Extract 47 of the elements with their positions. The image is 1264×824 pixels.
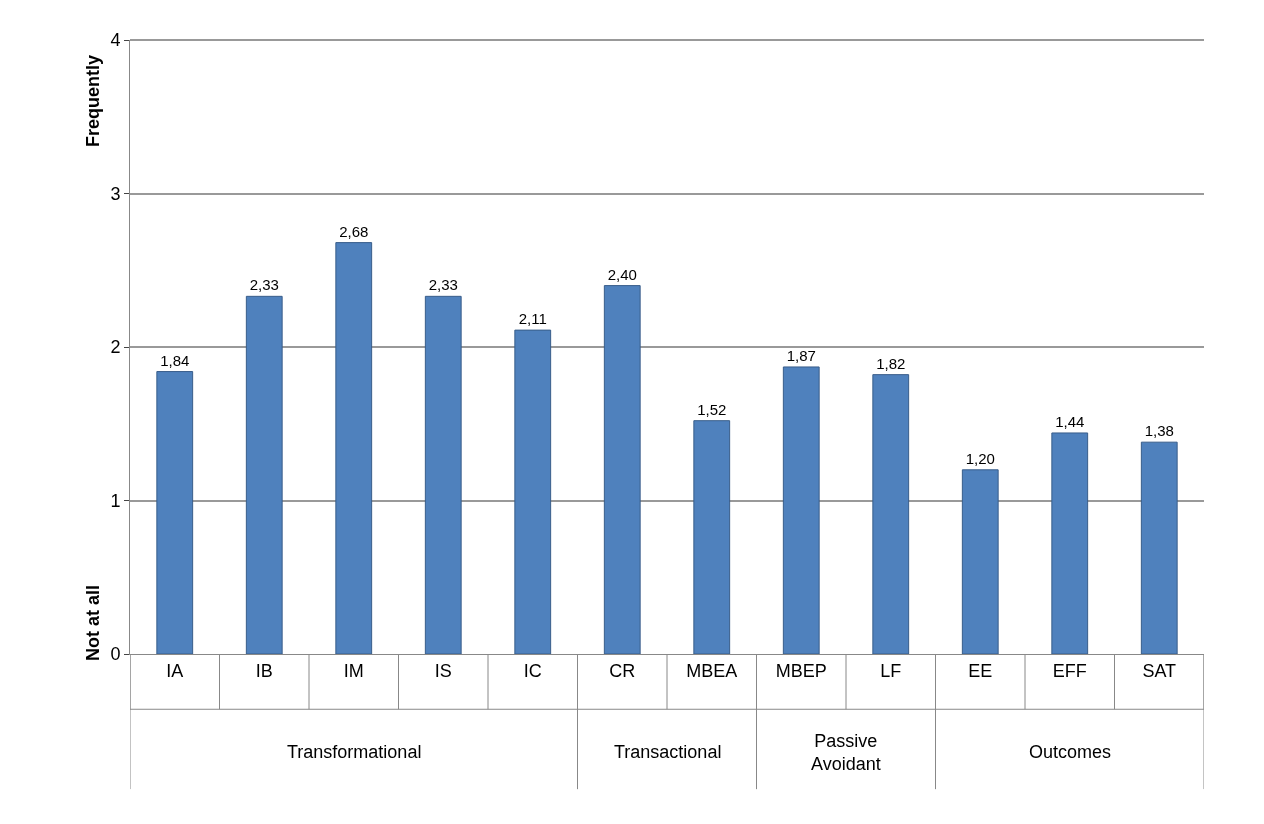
bar bbox=[424, 295, 462, 654]
bar bbox=[693, 420, 731, 654]
bar bbox=[245, 295, 283, 654]
bar bbox=[782, 366, 820, 654]
x-tick-label: IS bbox=[434, 660, 452, 681]
bar bbox=[961, 469, 999, 654]
data-label: 2,40 bbox=[607, 265, 637, 283]
data-label: 1,82 bbox=[876, 354, 906, 372]
text: Frequently bbox=[83, 55, 104, 148]
text: Not at all bbox=[83, 584, 104, 661]
y-tick-label: 2 bbox=[110, 337, 121, 358]
x-tick-label: IC bbox=[523, 660, 542, 681]
x-tick-label: IA bbox=[166, 660, 184, 681]
data-label: 1,84 bbox=[160, 351, 190, 369]
x-tick-label: SAT bbox=[1142, 660, 1177, 681]
data-label: 1,87 bbox=[786, 346, 816, 364]
data-label: 2,33 bbox=[249, 276, 279, 294]
x-tick-label: CR bbox=[609, 660, 636, 681]
x-tick-label: MBEA bbox=[686, 660, 738, 681]
bar bbox=[872, 374, 910, 654]
bar bbox=[335, 242, 373, 654]
text: Transactional bbox=[614, 742, 722, 762]
text: Outcomes bbox=[1029, 742, 1112, 762]
x-tick-label: EFF bbox=[1052, 660, 1087, 681]
bar bbox=[156, 371, 194, 654]
data-label: 1,52 bbox=[697, 400, 727, 418]
x-tick-label: LF bbox=[880, 660, 902, 681]
data-label: 1,20 bbox=[965, 449, 995, 467]
text: Passive Avoidant bbox=[811, 731, 881, 775]
bar bbox=[603, 285, 641, 654]
x-tick-label: IB bbox=[255, 660, 273, 681]
x-tick-label: IM bbox=[343, 660, 364, 681]
y-tick-label: 4 bbox=[110, 30, 121, 51]
bar bbox=[1051, 432, 1089, 654]
y-tick-label: 3 bbox=[110, 183, 121, 204]
x-tick-label: MBEP bbox=[775, 660, 827, 681]
x-tick-label: EE bbox=[968, 660, 993, 681]
bar bbox=[514, 329, 552, 654]
text: Transformational bbox=[287, 742, 422, 762]
bar bbox=[1140, 441, 1178, 654]
data-label: 2,33 bbox=[428, 276, 458, 294]
y-tick-label: 0 bbox=[110, 644, 121, 665]
data-label: 1,44 bbox=[1055, 412, 1085, 430]
y-tick-label: 1 bbox=[110, 490, 121, 511]
data-label: 2,68 bbox=[339, 222, 369, 240]
data-label: 1,38 bbox=[1144, 422, 1174, 440]
data-label: 2,11 bbox=[518, 310, 547, 328]
